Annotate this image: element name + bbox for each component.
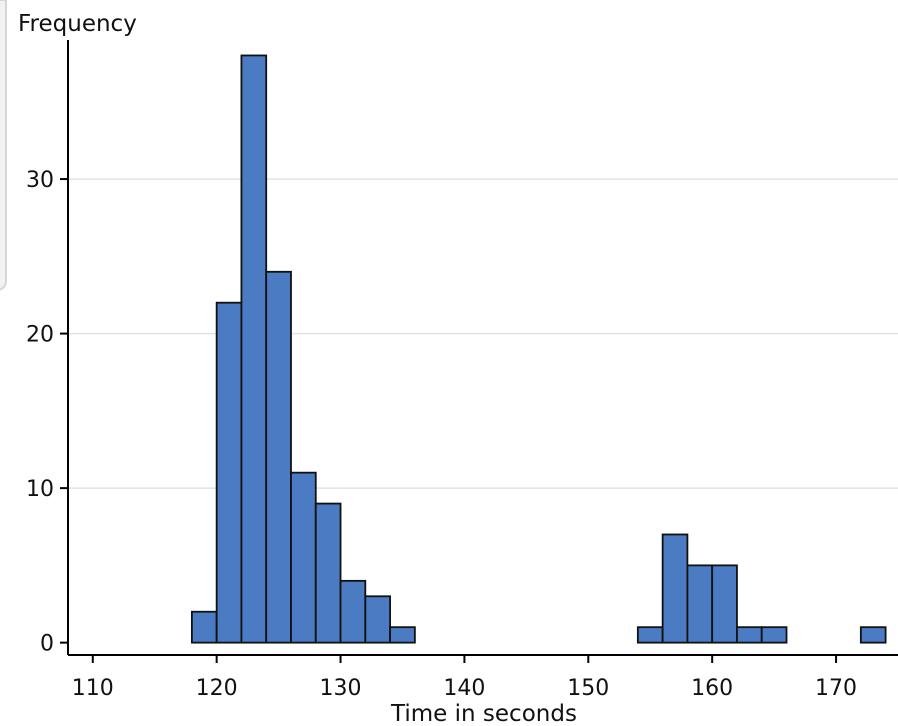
y-tick-label-0: 0 <box>40 632 54 657</box>
bar-160-162 <box>712 565 737 642</box>
bar-162-164 <box>737 627 762 642</box>
gridlines <box>68 179 898 488</box>
window-corner-frame <box>0 0 6 290</box>
bar-132-134 <box>365 596 390 642</box>
bar-158-160 <box>687 565 712 642</box>
bar-122-124 <box>241 55 266 642</box>
y-tick-label-10: 10 <box>26 477 54 502</box>
bar-118-120 <box>192 612 217 643</box>
bar-164-166 <box>762 627 787 642</box>
bar-120-122 <box>217 303 242 643</box>
x-tick-label-160: 160 <box>691 676 733 701</box>
y-tick-label-20: 20 <box>26 323 54 348</box>
x-tick-label-120: 120 <box>196 676 238 701</box>
bar-172-174 <box>861 627 886 642</box>
bar-124-126 <box>266 272 291 643</box>
y-axis-ticks: 0 10 20 30 <box>26 168 68 657</box>
x-tick-label-170: 170 <box>815 676 857 701</box>
bar-134-136 <box>390 627 415 642</box>
x-tick-label-140: 140 <box>443 676 485 701</box>
y-axis-label: Frequency <box>18 11 137 37</box>
x-axis-ticks: 110 120 130 140 150 160 170 <box>72 655 857 701</box>
bar-156-158 <box>663 534 688 642</box>
bar-130-132 <box>341 581 366 643</box>
bar-128-130 <box>316 504 341 643</box>
x-tick-label-110: 110 <box>72 676 114 701</box>
x-tick-label-150: 150 <box>567 676 609 701</box>
y-tick-label-30: 30 <box>26 168 54 193</box>
bars <box>192 55 886 642</box>
bar-154-156 <box>638 627 663 642</box>
x-tick-label-130: 130 <box>320 676 362 701</box>
x-axis-label: Time in seconds <box>390 701 577 726</box>
bar-126-128 <box>291 473 316 643</box>
